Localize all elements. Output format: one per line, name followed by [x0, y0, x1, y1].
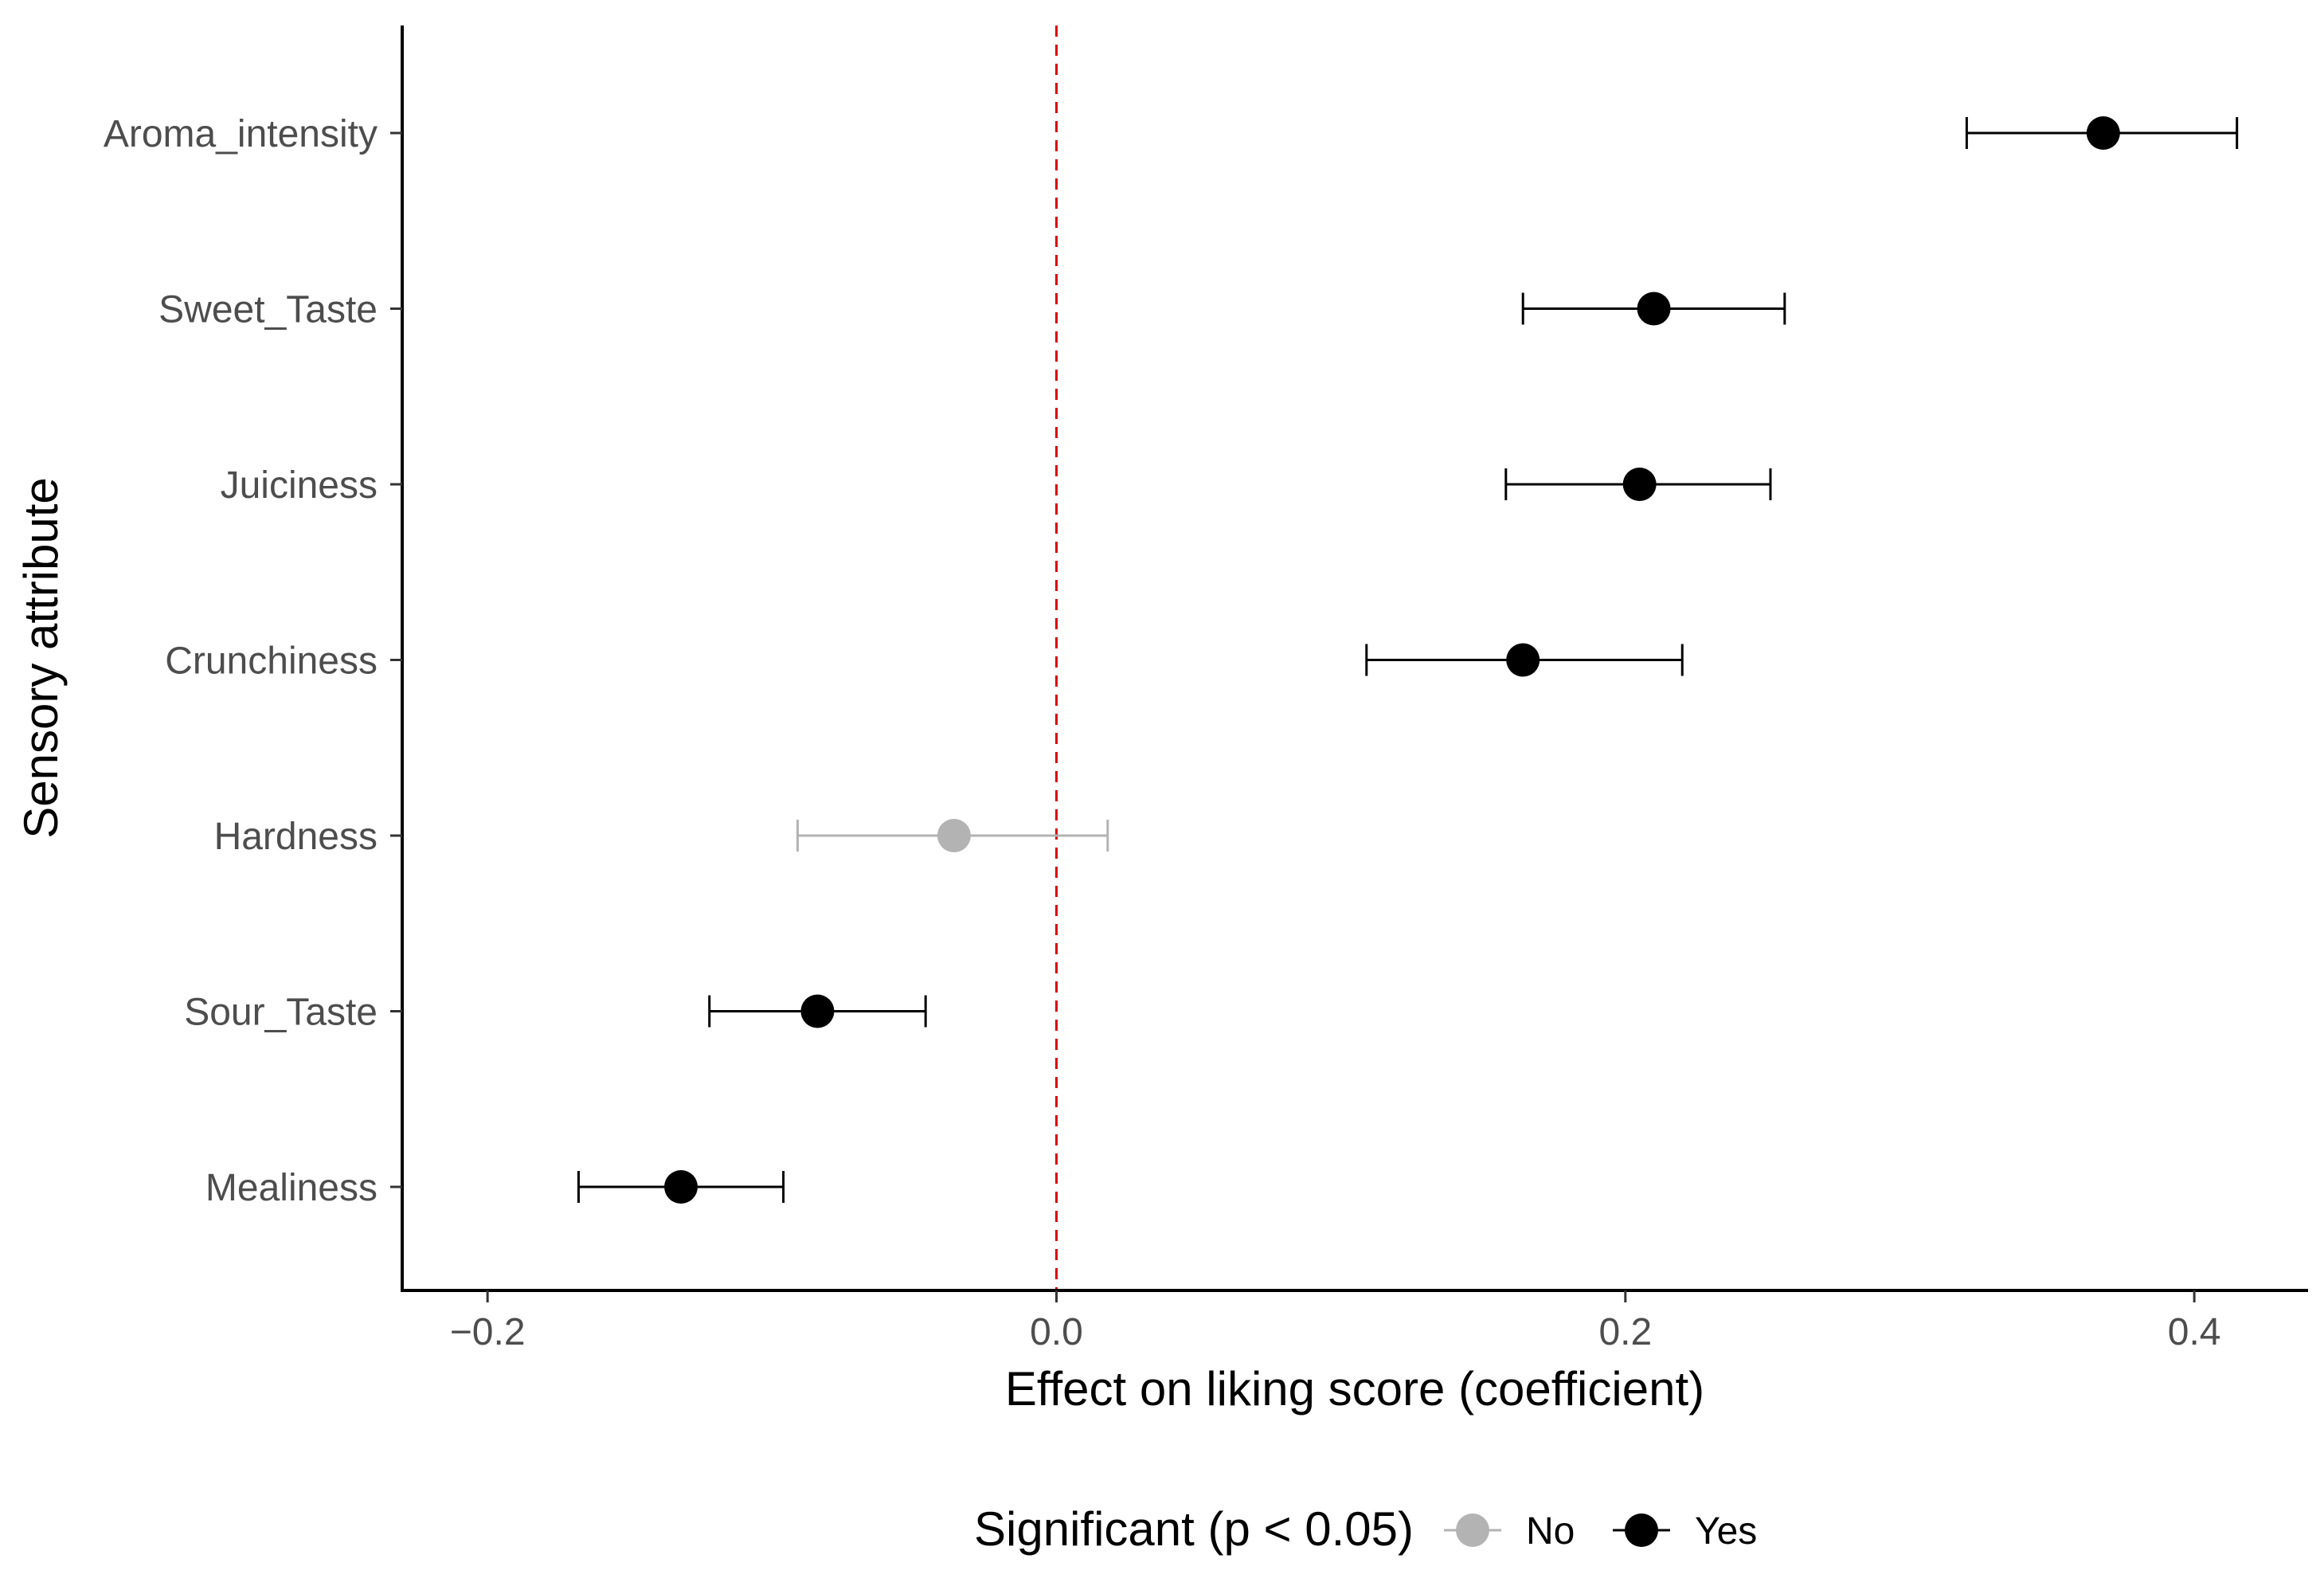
data-point-group [1521, 292, 1786, 326]
legend-label: No [1526, 1510, 1575, 1553]
data-point [1506, 643, 1540, 677]
legend-entries: No Yes [1444, 1510, 1757, 1553]
data-point-group [796, 819, 1109, 852]
data-point-group [1965, 116, 2239, 150]
y-tick-label: Sweet_Taste [158, 289, 378, 331]
legend-label: Yes [1695, 1510, 1757, 1553]
data-point [800, 994, 835, 1028]
legend-key-point [1456, 1513, 1489, 1547]
x-tick-label: −0.2 [450, 1311, 526, 1353]
y-tick-label: Aroma_intensity [104, 113, 378, 155]
y-tick-label: Sour_Taste [184, 992, 378, 1034]
legend-title: Significant (p < 0.05) [974, 1502, 1414, 1556]
data-point [1622, 468, 1657, 501]
data-point-group [708, 994, 927, 1028]
y-tick-label: Mealiness [205, 1167, 378, 1209]
axes-layer [401, 25, 2308, 1292]
y-tick-label: Hardness [214, 816, 378, 858]
legend-key-point [1625, 1513, 1658, 1547]
data-point [1637, 292, 1671, 326]
data-point [2086, 116, 2120, 150]
x-tick-label: 0.4 [2168, 1311, 2221, 1353]
y-tick-label: Juiciness [221, 464, 378, 507]
data-point [937, 819, 971, 852]
data-point-group [1365, 643, 1684, 677]
data-point [664, 1170, 698, 1204]
legend: Significant (p < 0.05) No Yes [974, 1502, 1757, 1556]
y-tick-layer: Aroma_intensity Sweet_Taste Juiciness Crunc… [104, 113, 402, 1209]
x-tick-label: 0.0 [1030, 1311, 1083, 1353]
y-axis-title: Sensory attribute [14, 477, 68, 839]
y-tick-label: Crunchiness [165, 640, 378, 683]
data-point-group [577, 1170, 785, 1204]
x-tick-label: 0.2 [1598, 1311, 1652, 1353]
data-point-group [1504, 468, 1772, 501]
x-tick-layer: −0.2 0.0 0.2 0.4 [450, 1290, 2221, 1353]
data-marks-layer [577, 116, 2239, 1204]
x-axis-title: Effect on liking score (coefficient) [1005, 1362, 1704, 1416]
